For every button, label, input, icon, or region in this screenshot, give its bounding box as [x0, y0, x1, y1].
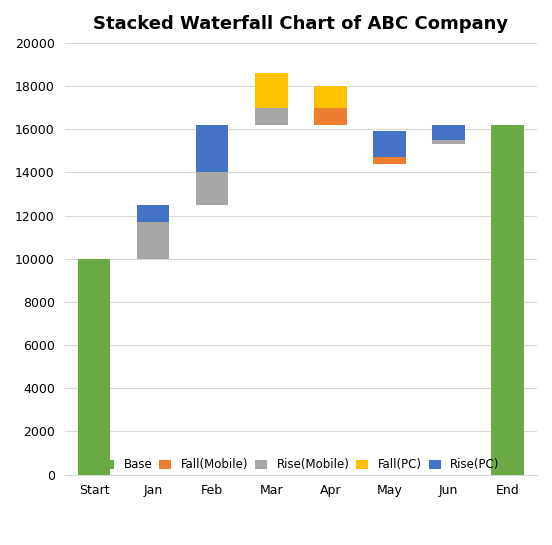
Bar — [373, 131, 406, 158]
Bar — [196, 172, 229, 205]
Bar — [432, 140, 465, 144]
Bar — [137, 222, 169, 259]
Bar — [491, 125, 524, 475]
Bar — [255, 73, 288, 108]
Bar — [314, 108, 347, 125]
Bar — [373, 158, 406, 164]
Bar — [255, 108, 288, 125]
Bar — [314, 86, 347, 108]
Bar — [196, 125, 229, 172]
Bar — [432, 125, 465, 140]
Bar — [78, 259, 110, 475]
Legend: Base, Fall(Mobile), Rise(Mobile), Fall(PC), Rise(PC): Base, Fall(Mobile), Rise(Mobile), Fall(P… — [97, 452, 505, 477]
Bar — [137, 205, 169, 222]
Title: Stacked Waterfall Chart of ABC Company: Stacked Waterfall Chart of ABC Company — [93, 15, 508, 33]
